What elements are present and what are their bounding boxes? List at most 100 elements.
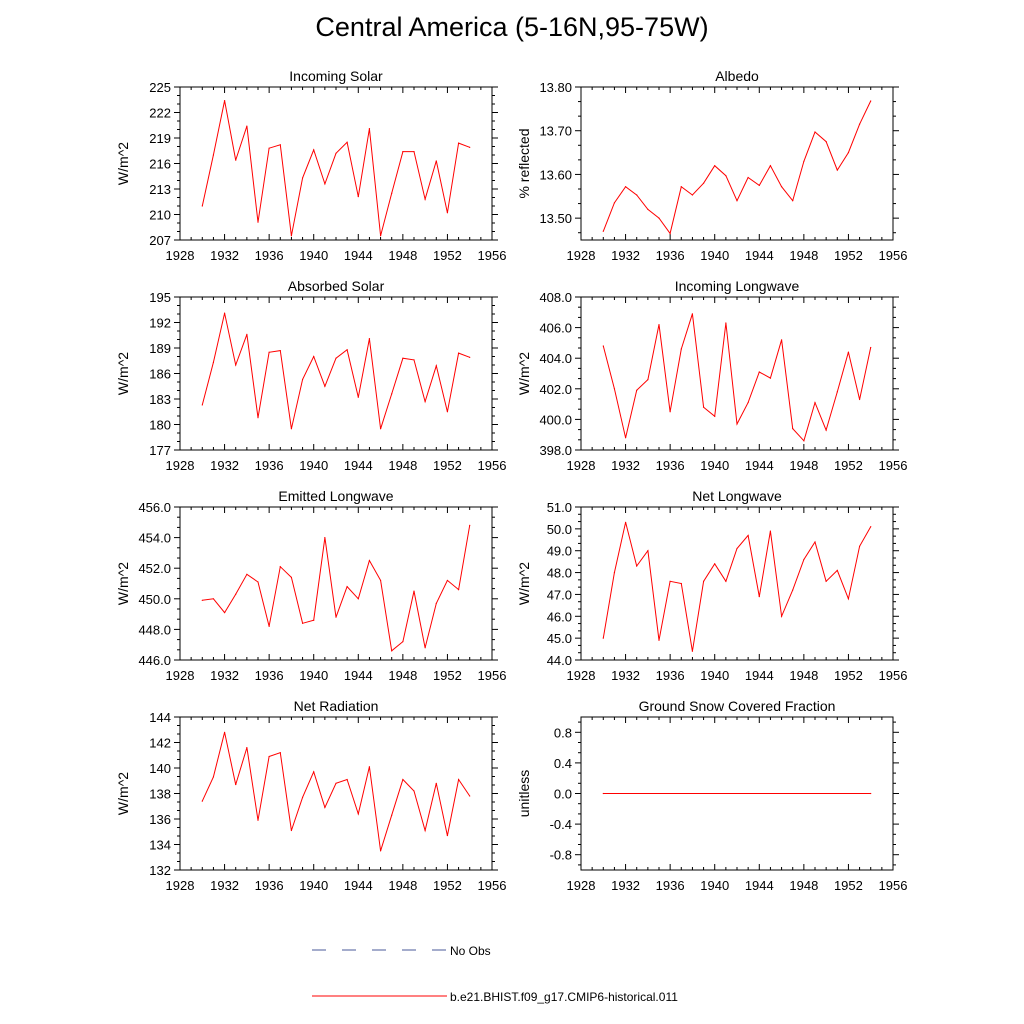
absorbed-solar-data-point — [268, 351, 270, 353]
albedo-ylabel: % reflected — [516, 128, 532, 198]
net-radiation-data-point — [246, 747, 248, 749]
incoming-solar-data-point — [457, 142, 460, 144]
incoming-longwave-ytick-label: 408.0 — [539, 290, 572, 305]
emitted-longwave-ytick-label: 448.0 — [138, 622, 171, 637]
absorbed-solar-xtick-label: 1948 — [388, 458, 417, 473]
incoming-solar-xtick-label: 1956 — [478, 248, 507, 263]
emitted-longwave-data-point — [413, 590, 415, 592]
net-longwave-data-point — [792, 589, 794, 591]
absorbed-solar-xtick-label: 1956 — [478, 458, 507, 473]
albedo-data-point — [747, 176, 749, 179]
incoming-longwave-data-point — [658, 323, 660, 326]
albedo-data-point — [613, 202, 616, 204]
incoming-longwave-data-point — [747, 401, 749, 404]
net-radiation-data-point — [457, 778, 460, 781]
albedo-title: Albedo — [715, 68, 759, 84]
emitted-longwave-data-point — [402, 641, 404, 643]
net-radiation-title: Net Radiation — [294, 698, 379, 714]
net-radiation-xtick-label: 1944 — [344, 878, 373, 893]
albedo-ytick-label: 13.50 — [539, 211, 572, 226]
legend-label: b.e21.BHIST.f09_g17.CMIP6-historical.011 — [450, 990, 678, 1004]
incoming-longwave-ytick-label: 400.0 — [539, 412, 572, 427]
incoming-longwave-ytick-label: 406.0 — [539, 321, 572, 336]
ground-snow-covered-fraction-xtick-label: 1948 — [789, 878, 818, 893]
net-longwave-series-line — [602, 522, 872, 652]
incoming-solar-data-point — [413, 151, 415, 153]
absorbed-solar-xtick-label: 1932 — [210, 458, 239, 473]
net-longwave-xtick-label: 1952 — [834, 668, 863, 683]
net-radiation-data-point — [379, 850, 382, 852]
albedo-xtick-label: 1948 — [789, 248, 818, 263]
incoming-solar-data-point — [212, 154, 215, 156]
albedo-data-point — [870, 100, 872, 102]
ground-snow-covered-fraction-title: Ground Snow Covered Fraction — [639, 698, 836, 714]
albedo-data-point — [836, 169, 838, 171]
net-radiation-ytick-label: 144 — [149, 710, 171, 725]
absorbed-solar-data-point — [301, 378, 304, 381]
net-radiation-data-point — [324, 806, 326, 809]
incoming-solar-data-point — [290, 235, 293, 237]
emitted-longwave-data-point — [368, 559, 371, 562]
net-longwave-ytick-label: 50.0 — [547, 522, 572, 537]
net-radiation-ytick-label: 136 — [149, 812, 171, 827]
net-longwave-data-point — [658, 639, 660, 641]
emitted-longwave-data-point — [391, 650, 393, 652]
incoming-solar-title: Incoming Solar — [289, 68, 383, 84]
incoming-longwave-xtick-label: 1944 — [745, 458, 774, 473]
ground-snow-covered-fraction-xtick-label: 1932 — [611, 878, 640, 893]
incoming-solar-data-point — [313, 149, 315, 151]
net-longwave-data-point — [702, 580, 705, 582]
net-longwave-data-point — [647, 550, 649, 552]
ground-snow-covered-fraction-xtick-label: 1940 — [700, 878, 729, 893]
incoming-longwave-data-point — [691, 313, 694, 315]
emitted-longwave-data-point — [346, 585, 348, 588]
incoming-solar-data-point — [357, 196, 359, 198]
emitted-longwave-data-point — [301, 622, 304, 624]
ground-snow-covered-fraction-xtick-label: 1944 — [745, 878, 774, 893]
incoming-longwave-data-point — [714, 415, 716, 417]
net-longwave-data-point — [613, 571, 616, 574]
incoming-solar-data-point — [368, 128, 371, 130]
albedo-data-point — [702, 182, 705, 184]
net-longwave-data-point — [680, 582, 682, 585]
absorbed-solar-data-point — [212, 361, 215, 364]
ground-snow-covered-fraction-ytick-label: -0.4 — [550, 817, 572, 832]
absorbed-solar-xtick-label: 1952 — [433, 458, 462, 473]
incoming-longwave-data-point — [792, 427, 794, 430]
absorbed-solar-ytick-label: 192 — [149, 316, 171, 331]
albedo-series-line — [602, 100, 872, 235]
ground-snow-covered-fraction-ytick-label: -0.8 — [550, 848, 572, 863]
incoming-solar-ytick-label: 219 — [149, 131, 171, 146]
ground-snow-covered-fraction-panel: Ground Snow Covered Fraction 1928 1932 1936… — [516, 698, 907, 893]
emitted-longwave-data-point — [457, 589, 460, 591]
net-radiation-ytick-label: 140 — [149, 761, 171, 776]
net-longwave-xtick-label: 1928 — [567, 668, 596, 683]
albedo-data-point — [725, 175, 727, 177]
albedo-xtick-label: 1956 — [879, 248, 908, 263]
albedo-frame — [580, 86, 894, 241]
incoming-longwave-data-point — [669, 411, 671, 413]
ground-snow-covered-fraction-xtick-label: 1952 — [834, 878, 863, 893]
incoming-solar-xtick-label: 1948 — [388, 248, 417, 263]
incoming-solar-data-point — [201, 205, 203, 207]
albedo-data-point — [847, 151, 850, 154]
emitted-longwave-xtick-label: 1948 — [388, 668, 417, 683]
net-radiation-data-point — [446, 834, 449, 837]
albedo-xtick-label: 1952 — [834, 248, 863, 263]
incoming-solar-data-point — [324, 183, 326, 185]
net-radiation-data-point — [368, 766, 371, 768]
net-longwave-data-point — [758, 596, 760, 598]
emitted-longwave-data-point — [212, 598, 215, 600]
net-longwave-panel: Net Longwave 1928 1932 1936 1940 1944 1948 1952… — [516, 488, 907, 683]
net-longwave-data-point — [803, 558, 805, 561]
emitted-longwave-xtick-label: 1936 — [255, 668, 284, 683]
incoming-longwave-ytick-label: 404.0 — [539, 351, 572, 366]
net-longwave-data-point — [747, 534, 749, 537]
net-longwave-data-point — [847, 598, 850, 600]
emitted-longwave-series-line — [202, 525, 471, 652]
net-longwave-data-point — [602, 637, 604, 639]
incoming-solar-xtick-label: 1928 — [166, 248, 195, 263]
incoming-solar-data-point — [446, 212, 449, 214]
incoming-longwave-title: Incoming Longwave — [675, 278, 800, 294]
emitted-longwave-data-point — [357, 598, 359, 600]
